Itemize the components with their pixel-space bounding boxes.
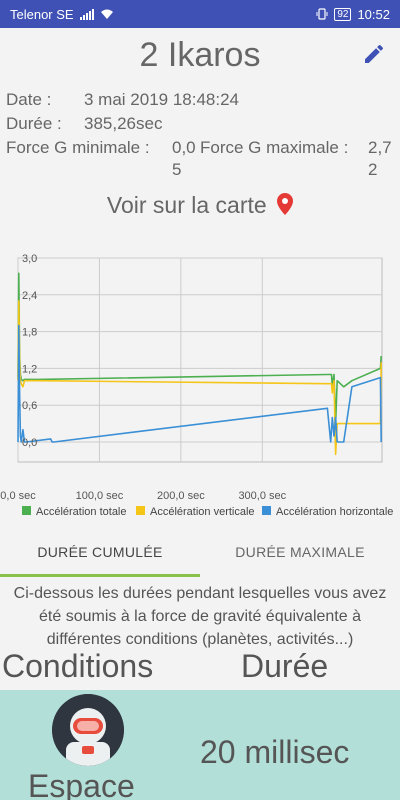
y-tick-label: 1,8 [22,327,37,339]
page-title: 2 Ikaros [139,36,261,74]
date-value: 3 mai 2019 18:48:24 [84,90,240,109]
y-tick-label: 0,0 [22,437,37,449]
table-row[interactable]: Espace 20 millisec [0,690,400,800]
column-conditions: Conditions [2,648,154,684]
duration-label: Durée : [6,114,62,133]
wifi-icon [100,9,113,19]
gmax-value: 2,7 [368,138,392,157]
tab-bar: DURÉE CUMULÉE DURÉE MAXIMALE [0,528,400,576]
acceleration-chart: 3,0 2,4 1,8 1,2 0,6 0,0 0,0 sec 100,0 sec 200,0… [0,253,393,518]
x-tick-label: 0,0 sec [0,490,36,502]
status-bar: Telenor SE 92 10:52 [0,0,400,28]
gmax-label: Force G maximale : [200,138,349,157]
flight-info: Date : 3 mai 2019 18:48:24 Durée : 385,2… [6,90,400,180]
map-link[interactable]: Voir sur la carte [0,192,400,219]
legend-swatch [136,506,145,515]
legend-swatch [262,506,271,515]
tab-label: DURÉE MAXIMALE [235,544,365,560]
series-line-1 [17,272,382,425]
map-link-label: Voir sur la carte [106,192,267,218]
gmin-value-cont: 5 [172,160,182,179]
duration-value: 385,26sec [84,114,163,133]
battery-icon: 92 [334,7,352,21]
condition-duration: 20 millisec [200,734,350,770]
x-tick-label: 200,0 sec [157,490,205,502]
series-line-2 [17,300,382,456]
carrier-name: Telenor SE [10,6,74,22]
gmin-value: 0,0 [172,138,196,157]
legend-label: Accélération totale [36,506,127,518]
y-tick-label: 3,0 [22,253,37,265]
x-tick-label: 100,0 sec [76,490,124,502]
plot-area [17,257,383,463]
clock: 10:52 [357,6,390,22]
tab-max-duration[interactable]: DURÉE MAXIMALE [200,528,400,576]
edit-icon[interactable] [362,42,386,66]
y-tick-label: 1,2 [22,363,37,375]
y-tick-label: 0,6 [22,400,37,412]
gmax-value-cont: 2 [368,160,378,179]
signal-icon [79,8,94,20]
tab-indicator [0,574,200,577]
vibrate-icon [316,8,328,20]
y-tick-label: 2,4 [22,290,37,302]
conditions-table-header: Conditions Durée [0,644,400,690]
location-pin-icon [277,193,294,215]
series-line-3 [17,324,382,443]
astronaut-icon [52,694,124,766]
legend-label: Accélération horizontale [276,506,393,518]
legend-label: Accélération verticale [150,506,255,518]
legend-swatch [22,506,31,515]
x-tick-label: 300,0 sec [238,490,286,502]
description-text: Ci-dessous les durées pendant lesquelles… [13,585,387,648]
column-duration: Durée [241,648,329,684]
tab-cumulative-duration[interactable]: DURÉE CUMULÉE [0,528,200,576]
condition-name: Espace [28,768,135,800]
tab-label: DURÉE CUMULÉE [37,544,163,560]
gmin-label: Force G minimale : [6,138,150,157]
date-label: Date : [6,90,52,109]
